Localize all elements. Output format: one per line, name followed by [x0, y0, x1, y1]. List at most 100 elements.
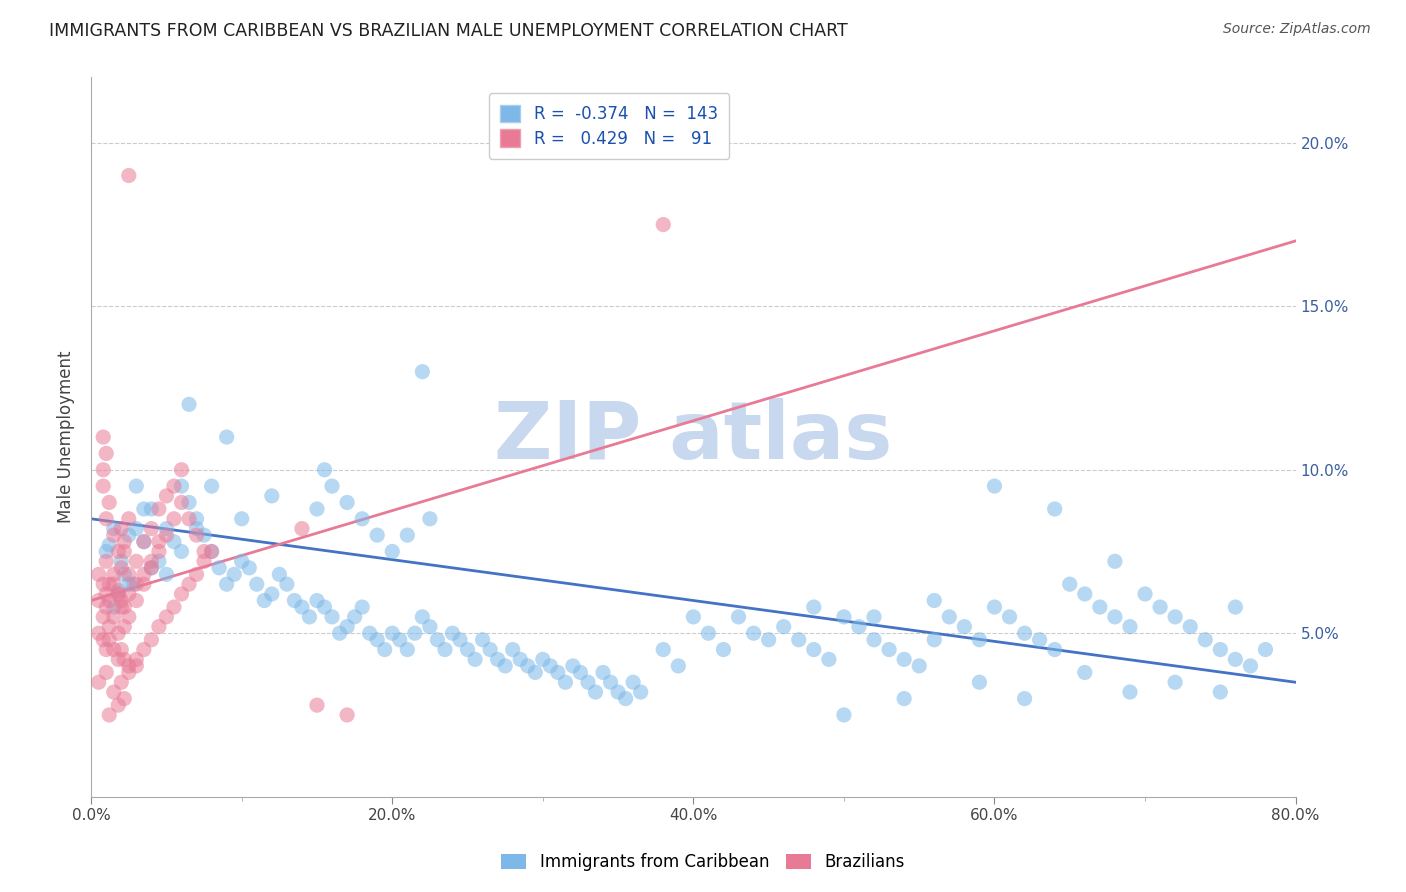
Text: ZIP atlas: ZIP atlas	[494, 398, 893, 476]
Point	[110, 642, 132, 657]
Point	[697, 626, 720, 640]
Point	[91, 632, 114, 647]
Legend: R =  -0.374   N =  143, R =   0.429   N =   91: R = -0.374 N = 143, R = 0.429 N = 91	[489, 93, 730, 160]
Point	[231, 512, 253, 526]
Text: IMMIGRANTS FROM CARIBBEAN VS BRAZILIAN MALE UNEMPLOYMENT CORRELATION CHART: IMMIGRANTS FROM CARIBBEAN VS BRAZILIAN M…	[49, 22, 848, 40]
Point	[238, 561, 260, 575]
Point	[1194, 632, 1216, 647]
Point	[305, 502, 328, 516]
Point	[1225, 652, 1247, 666]
Point	[938, 610, 960, 624]
Point	[103, 685, 125, 699]
Point	[193, 544, 215, 558]
Point	[343, 610, 366, 624]
Point	[231, 554, 253, 568]
Point	[170, 463, 193, 477]
Point	[547, 665, 569, 680]
Point	[186, 567, 208, 582]
Point	[1119, 620, 1142, 634]
Point	[107, 583, 129, 598]
Point	[118, 528, 141, 542]
Point	[1225, 600, 1247, 615]
Point	[148, 620, 170, 634]
Legend: Immigrants from Caribbean, Brazilians: Immigrants from Caribbean, Brazilians	[494, 845, 912, 880]
Point	[107, 587, 129, 601]
Point	[96, 544, 118, 558]
Point	[125, 652, 148, 666]
Point	[321, 610, 343, 624]
Point	[112, 652, 135, 666]
Point	[186, 528, 208, 542]
Point	[125, 577, 148, 591]
Point	[336, 708, 359, 723]
Point	[1209, 642, 1232, 657]
Point	[283, 593, 305, 607]
Point	[141, 522, 163, 536]
Point	[110, 522, 132, 536]
Point	[98, 708, 121, 723]
Point	[155, 528, 177, 542]
Point	[155, 567, 177, 582]
Point	[614, 691, 637, 706]
Point	[863, 632, 886, 647]
Y-axis label: Male Unemployment: Male Unemployment	[58, 351, 75, 524]
Point	[170, 587, 193, 601]
Point	[186, 522, 208, 536]
Point	[381, 626, 404, 640]
Point	[396, 528, 419, 542]
Point	[87, 675, 110, 690]
Point	[1088, 600, 1111, 615]
Point	[141, 561, 163, 575]
Point	[1209, 685, 1232, 699]
Point	[569, 665, 592, 680]
Point	[908, 659, 931, 673]
Point	[1254, 642, 1277, 657]
Point	[98, 495, 121, 509]
Point	[91, 610, 114, 624]
Point	[411, 610, 433, 624]
Point	[1043, 642, 1066, 657]
Point	[125, 554, 148, 568]
Point	[803, 642, 825, 657]
Point	[516, 659, 538, 673]
Point	[433, 642, 456, 657]
Point	[260, 489, 283, 503]
Point	[260, 587, 283, 601]
Point	[336, 495, 359, 509]
Point	[103, 600, 125, 615]
Point	[787, 632, 810, 647]
Point	[366, 632, 388, 647]
Point	[103, 567, 125, 582]
Point	[132, 577, 155, 591]
Point	[91, 430, 114, 444]
Point	[494, 659, 516, 673]
Point	[329, 626, 352, 640]
Point	[96, 665, 118, 680]
Point	[1014, 626, 1036, 640]
Point	[118, 567, 141, 582]
Point	[107, 626, 129, 640]
Point	[110, 593, 132, 607]
Point	[118, 587, 141, 601]
Text: Source: ZipAtlas.com: Source: ZipAtlas.com	[1223, 22, 1371, 37]
Point	[132, 534, 155, 549]
Point	[404, 626, 426, 640]
Point	[381, 544, 404, 558]
Point	[366, 528, 388, 542]
Point	[87, 567, 110, 582]
Point	[118, 512, 141, 526]
Point	[215, 577, 238, 591]
Point	[200, 479, 222, 493]
Point	[305, 698, 328, 713]
Point	[200, 544, 222, 558]
Point	[132, 502, 155, 516]
Point	[419, 512, 441, 526]
Point	[215, 430, 238, 444]
Point	[314, 600, 336, 615]
Point	[1149, 600, 1171, 615]
Point	[877, 642, 900, 657]
Point	[112, 534, 135, 549]
Point	[107, 544, 129, 558]
Point	[1239, 659, 1261, 673]
Point	[1164, 610, 1187, 624]
